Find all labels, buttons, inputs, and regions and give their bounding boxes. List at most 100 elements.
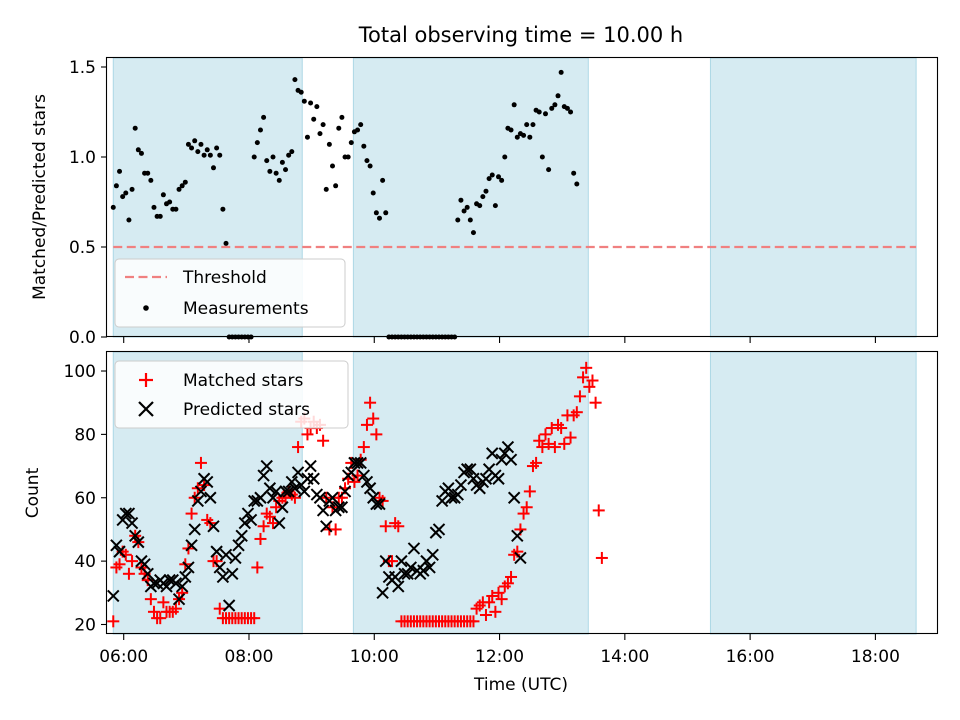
measurement-point bbox=[251, 154, 257, 160]
measurement-point bbox=[223, 240, 229, 246]
matched-star-marker bbox=[257, 520, 270, 533]
shaded-interval bbox=[709, 57, 917, 338]
measurement-point bbox=[176, 186, 182, 192]
matched-star-marker bbox=[154, 612, 167, 625]
measurement-point bbox=[496, 174, 502, 180]
measurement-point bbox=[358, 122, 364, 128]
legend-threshold-label: Threshold bbox=[182, 268, 267, 288]
matched-star-marker bbox=[185, 507, 198, 520]
measurement-point bbox=[289, 149, 295, 155]
predicted-star-marker bbox=[238, 516, 252, 530]
matched-star-marker bbox=[592, 504, 605, 517]
matched-star-marker bbox=[517, 507, 530, 520]
predicted-star-marker bbox=[210, 545, 223, 558]
legend-predicted-swatch bbox=[138, 401, 154, 417]
predicted-star-marker bbox=[435, 494, 449, 508]
measurement-point bbox=[308, 100, 314, 106]
predicted-star-marker bbox=[175, 580, 189, 593]
measurement-point bbox=[185, 141, 191, 147]
top-y-ticks: 0.0 0.5 1.0 1.5 bbox=[69, 58, 107, 348]
shaded-interval bbox=[352, 351, 589, 635]
predicted-star-marker bbox=[316, 504, 330, 517]
measurement-point bbox=[126, 217, 132, 223]
matched-star-marker bbox=[555, 422, 568, 435]
measurement-point bbox=[207, 152, 213, 158]
matched-star-marker bbox=[479, 608, 492, 621]
predicted-star-marker bbox=[395, 554, 408, 568]
measurement-point bbox=[151, 204, 157, 210]
measurement-point bbox=[198, 141, 204, 147]
measurement-point bbox=[461, 208, 467, 214]
measurement-point bbox=[267, 168, 273, 174]
bottom-x-ticks: 06:00 08:00 10:00 12:00 14:00 16:00 18:00 bbox=[99, 634, 900, 667]
matched-star-marker bbox=[583, 380, 596, 393]
predicted-star-marker bbox=[260, 459, 273, 473]
matched-star-marker bbox=[392, 520, 405, 533]
measurement-point bbox=[492, 203, 498, 209]
measurement-point bbox=[330, 163, 336, 169]
matched-star-marker bbox=[122, 567, 135, 580]
bottom-y-axis-label: Count bbox=[23, 467, 43, 518]
matched-star-marker bbox=[505, 570, 518, 583]
x-axis-label: Time (UTC) bbox=[473, 675, 568, 695]
predicted-star-marker bbox=[479, 472, 493, 485]
predicted-star-marker bbox=[504, 453, 518, 466]
predicted-star-marker bbox=[460, 463, 474, 476]
predicted-star-marker bbox=[335, 501, 349, 514]
top-panel: 0.0 0.5 1.0 1.5 Matched/Predicted stars Thr… bbox=[30, 56, 939, 348]
matched-star-marker bbox=[495, 593, 508, 606]
measurement-point bbox=[574, 181, 580, 187]
measurement-point bbox=[489, 172, 495, 178]
measurement-point bbox=[361, 143, 367, 149]
measurement-point bbox=[204, 147, 210, 153]
measurement-point bbox=[514, 134, 520, 140]
legend-measurements-label: Measurements bbox=[183, 299, 309, 319]
measurement-point bbox=[157, 213, 163, 219]
top-y-tick-label: 0.0 bbox=[69, 328, 96, 348]
matched-star-marker bbox=[147, 605, 160, 618]
measurement-point bbox=[132, 125, 138, 131]
measurement-point bbox=[273, 170, 279, 176]
measurement-point bbox=[320, 122, 326, 128]
bottom-legend-box bbox=[114, 360, 349, 429]
predicted-star-marker bbox=[241, 507, 255, 520]
matched-star-marker bbox=[126, 555, 139, 568]
matched-star-marker bbox=[536, 441, 549, 454]
predicted-star-marker bbox=[451, 488, 464, 501]
predicted-star-marker bbox=[216, 570, 230, 584]
measurement-point bbox=[323, 186, 329, 192]
measurement-point bbox=[283, 167, 289, 173]
predicted-star-marker bbox=[363, 482, 377, 495]
measurement-point bbox=[568, 109, 574, 115]
matched-star-marker bbox=[357, 441, 370, 454]
x-tick-label: 16:00 bbox=[726, 647, 775, 667]
predicted-star-marker bbox=[304, 459, 317, 473]
predicted-star-marker bbox=[291, 466, 305, 479]
predicted-star-marker bbox=[388, 570, 402, 584]
matched-star-marker bbox=[386, 555, 399, 568]
measurement-point bbox=[160, 192, 166, 198]
measurement-point bbox=[539, 154, 545, 160]
measurement-point bbox=[201, 152, 207, 158]
measurement-point bbox=[301, 98, 307, 104]
matched-star-marker bbox=[370, 428, 383, 441]
predicted-star-marker bbox=[404, 561, 418, 574]
x-tick-label: 10:00 bbox=[350, 647, 399, 667]
bottom-axes-frame bbox=[105, 350, 939, 635]
matched-star-marker bbox=[263, 510, 276, 523]
measurement-point bbox=[480, 194, 486, 200]
predicted-star-marker bbox=[407, 542, 421, 555]
measurement-point bbox=[210, 165, 216, 171]
measurement-point bbox=[110, 204, 116, 210]
matched-star-marker bbox=[586, 374, 599, 387]
matched-star-marker bbox=[248, 612, 261, 625]
measurement-point bbox=[373, 210, 379, 216]
predicted-star-marker bbox=[185, 539, 198, 552]
top-x-ticks bbox=[123, 337, 876, 343]
predicted-star-marker bbox=[141, 567, 154, 581]
predicted-star-marker bbox=[132, 535, 145, 549]
matched-star-marker bbox=[486, 589, 499, 602]
predicted-star-marker bbox=[464, 463, 477, 476]
bottom-y-tick-label: 20 bbox=[74, 615, 96, 635]
predicted-star-marker bbox=[273, 516, 286, 530]
